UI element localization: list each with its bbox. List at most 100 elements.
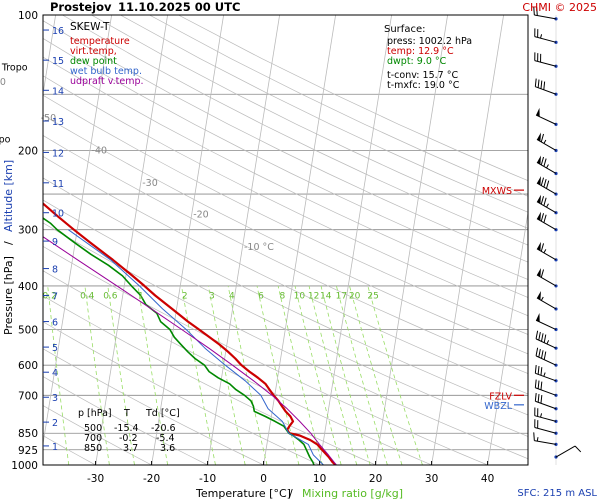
wind-barb xyxy=(534,379,558,397)
mixing-ratio-line xyxy=(367,285,423,465)
wind-barb xyxy=(536,291,558,311)
isotherm-label: -20 xyxy=(193,210,209,221)
mixing-ratio-line xyxy=(208,285,246,465)
surface-info-panel: Surface: press: 1002.2 hPa temp: 12.9 °C… xyxy=(384,24,472,91)
table-header-t: T xyxy=(123,408,130,419)
y-axis-label-altitude: Altitude [km] xyxy=(2,160,15,232)
dry-adiabat-line xyxy=(43,199,528,437)
station-title: Prostejov xyxy=(50,0,112,14)
wind-barb-feather xyxy=(541,350,544,359)
mixing-ratio-line xyxy=(256,285,300,465)
wind-barb xyxy=(534,52,558,68)
x-tick-label: -20 xyxy=(143,473,160,485)
y-tick-label: 850 xyxy=(18,428,38,440)
wind-barb-feather xyxy=(533,432,535,441)
wind-barb-feather xyxy=(574,445,582,453)
altitude-tick-label: 11 xyxy=(52,179,64,190)
dry-adiabat-line xyxy=(43,405,152,465)
isotherm-label: -30 xyxy=(142,178,158,189)
x-tick-label: 0 xyxy=(260,473,267,485)
wind-barb-base xyxy=(554,40,558,44)
wind-barb-staff xyxy=(555,445,576,458)
wind-barb-feather xyxy=(534,365,537,374)
isotherm-line xyxy=(319,15,393,465)
wind-barb-feather xyxy=(543,351,547,360)
wind-barb-pennant xyxy=(536,291,541,300)
isotherm-label: -50 xyxy=(41,113,57,124)
altitude-tick-label: 1 xyxy=(52,442,58,453)
mixing-ratio-label: 25 xyxy=(367,292,378,302)
y-tick-label: 500 xyxy=(18,325,38,337)
y-tick-label: 200 xyxy=(18,145,38,157)
level-label: MXWS xyxy=(482,186,512,197)
wind-barb xyxy=(534,392,558,411)
wind-barb-feather xyxy=(543,179,547,188)
legend-item-wet-bulb: wet bulb temp. xyxy=(70,66,142,77)
altitude-tick-label: 13 xyxy=(52,117,64,128)
wind-barb xyxy=(536,176,558,196)
wind-barb-staff xyxy=(536,139,557,151)
mixing-ratio-line xyxy=(308,285,358,465)
altitude-tick-label: 7 xyxy=(52,291,58,302)
series-line-wet-bulb-temp- xyxy=(68,229,324,465)
altitude-tick-label: 12 xyxy=(52,148,64,159)
isotherm-line xyxy=(95,15,169,465)
surface-temperature: temp: 12.9 °C xyxy=(387,46,454,57)
isotherm-line xyxy=(487,210,528,465)
y-tick-label: 1000 xyxy=(11,460,38,472)
wind-barb xyxy=(536,132,558,153)
mixing-ratio-line xyxy=(181,285,216,465)
altitude-tick-label: 10 xyxy=(52,209,64,220)
wind-barb-half-feather xyxy=(540,34,543,39)
mixing-ratio-line xyxy=(137,285,169,465)
station-elevation: SFC: 215 m ASL xyxy=(517,488,597,499)
isotherm-line xyxy=(431,15,505,465)
wind-barb-staff xyxy=(534,36,557,43)
chart-grid xyxy=(43,15,528,465)
table-header-p: p [hPa] xyxy=(78,408,112,419)
wind-barb xyxy=(535,330,558,350)
series-legend: SKEW-T temperature virt.temp, dew point … xyxy=(70,21,144,87)
legend-item-temperature: temperature xyxy=(70,36,130,47)
level-table: p [hPa] T Td [°C] 500 -15.4 -20.6 700 -0… xyxy=(78,408,180,454)
altitude-tick-label: 8 xyxy=(52,265,58,276)
mixing-ratio-label: 0.4 xyxy=(80,292,95,302)
wind-barb-pennant xyxy=(536,267,541,277)
mixing-ratio-label: 17 xyxy=(336,292,347,302)
surface-pressure: press: 1002.2 hPa xyxy=(387,36,472,47)
wind-barb xyxy=(533,432,558,447)
table-row-p: 500 xyxy=(84,423,102,434)
wind-barb-feather xyxy=(543,197,547,206)
wind-barb-feather xyxy=(538,348,541,358)
wind-barb-staff xyxy=(534,427,557,434)
wind-barb-feather xyxy=(543,334,547,343)
dry-adiabat-line xyxy=(43,135,528,374)
mixing-ratio-line xyxy=(294,285,342,465)
wind-barb-pennant xyxy=(536,107,540,117)
surface-dewpoint: dwpt: 9.0 °C xyxy=(387,56,447,67)
dry-adiabat-line xyxy=(43,20,528,263)
wind-barb-staff xyxy=(535,387,557,396)
wind-barb-pennant xyxy=(536,132,541,142)
x-axis-separator: / xyxy=(289,487,293,500)
level-label: FZLV xyxy=(489,391,512,402)
wind-barb-staff xyxy=(534,60,557,67)
series-line-udpraft-v-temp- xyxy=(43,236,337,465)
wind-barb xyxy=(536,211,558,232)
mixing-ratio-line xyxy=(320,285,371,465)
tropopause-label: Tropo xyxy=(0,134,11,145)
wind-barb-staff xyxy=(536,274,557,287)
table-header-td: Td [°C] xyxy=(145,408,180,419)
y-tick-label: 100 xyxy=(18,10,38,22)
mixing-ratio-label: 6 xyxy=(258,292,264,302)
wind-barb-feather xyxy=(540,177,545,186)
x-tick-label: 40 xyxy=(481,473,494,485)
dry-adiabat-line xyxy=(43,75,528,317)
x-tick-label: 30 xyxy=(425,473,438,485)
datetime-title: 11.10.2025 00 UTC xyxy=(118,0,240,14)
mixing-ratio-label: 14 xyxy=(320,292,332,302)
x-axis-title: Temperature [°C] / Mixing ratio [g/kg] xyxy=(195,487,403,500)
dry-adiabat-line xyxy=(43,246,488,465)
legend-item-virtual-temperature: virt.temp, xyxy=(70,46,117,57)
wind-barb-feather xyxy=(540,196,545,205)
